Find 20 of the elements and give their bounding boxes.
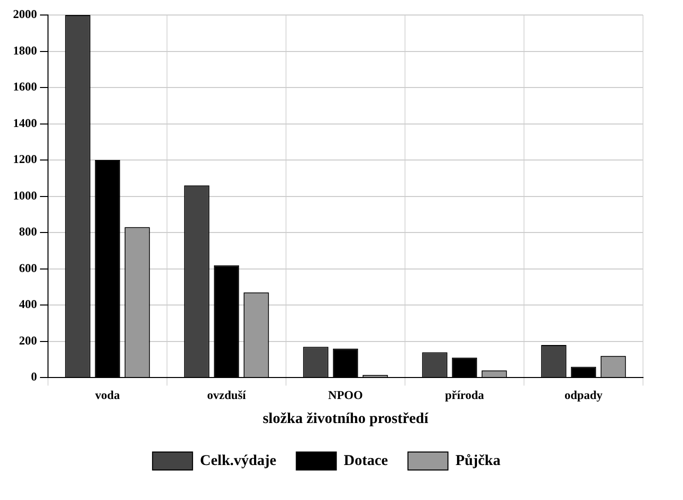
x-tick-label: ovzduší	[207, 388, 246, 402]
y-tick-label: 1200	[13, 152, 37, 166]
y-tick-label: 800	[19, 224, 37, 239]
legend-label: Dotace	[344, 452, 388, 469]
y-tick-label: 400	[19, 297, 37, 312]
y-tick-label: 1000	[13, 188, 37, 202]
y-tick-label: 1800	[13, 43, 37, 58]
y-tick-label: 0	[31, 370, 37, 384]
y-tick-label: 1400	[13, 116, 37, 130]
y-tick-label: 200	[19, 333, 37, 348]
y-tick-label: 600	[19, 260, 37, 275]
legend-label: Celk.výdaje	[200, 452, 277, 469]
x-tick-label: odpady	[564, 388, 603, 402]
y-tick-label: 2000	[13, 7, 37, 22]
x-tick-label: NPOO	[328, 388, 363, 402]
x-tick-label: příroda	[444, 388, 484, 402]
legend-label: Půjčka	[455, 452, 501, 469]
x-tick-label: voda	[95, 388, 120, 402]
x-axis-title: složka životního prostředí	[262, 410, 430, 427]
y-tick-label: 1600	[13, 80, 37, 94]
